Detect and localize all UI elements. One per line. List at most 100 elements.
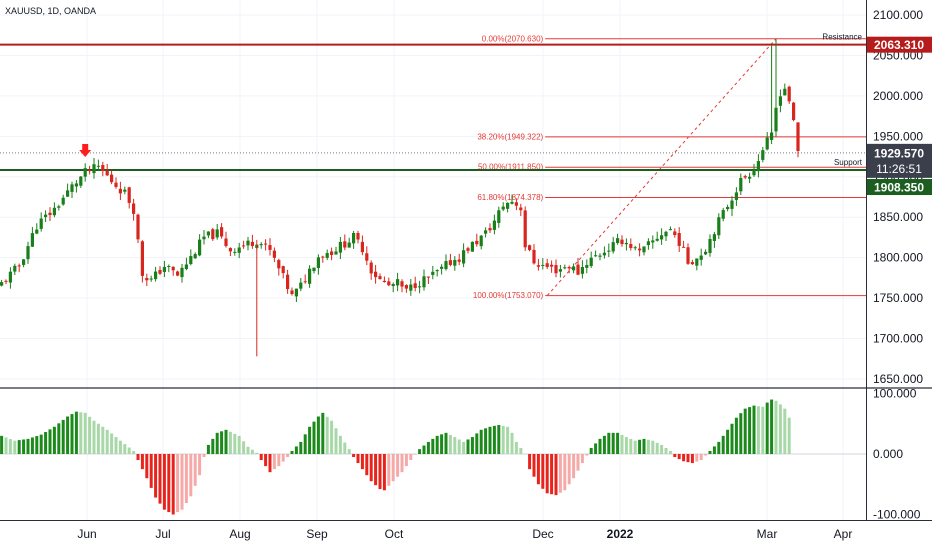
- oscillator-bar: [246, 446, 250, 454]
- candle-body: [0, 282, 4, 286]
- candle-body: [39, 218, 43, 229]
- candle-body: [646, 241, 650, 246]
- candle-body: [57, 206, 61, 208]
- oscillator-bar: [453, 437, 457, 454]
- candle-body: [48, 212, 52, 216]
- candle-body: [712, 234, 716, 241]
- candle-body: [268, 245, 272, 250]
- oscillator-bar: [202, 454, 206, 458]
- oscillator-bar: [123, 444, 127, 454]
- oscillator-bar: [602, 435, 606, 454]
- time-tick-label: Jul: [155, 527, 170, 541]
- oscillator-bar: [382, 454, 386, 491]
- candle-body: [228, 248, 232, 252]
- oscillator-bar: [277, 454, 281, 467]
- oscillator-bar: [743, 408, 747, 454]
- candle-body: [347, 242, 351, 248]
- oscillator-bar: [206, 444, 210, 454]
- oscillator-bar: [338, 435, 342, 454]
- oscillator-bar: [545, 454, 549, 494]
- candle-body: [224, 238, 228, 246]
- candle-body: [198, 239, 202, 256]
- resistance-price-badge: 2063.310: [867, 36, 932, 53]
- oscillator-bar: [704, 454, 708, 456]
- oscillator-bar: [488, 426, 492, 454]
- candle-body: [233, 251, 237, 253]
- oscillator-bar: [563, 454, 567, 491]
- oscillator-bar: [35, 436, 39, 454]
- candle-body: [308, 268, 312, 284]
- fib-level-label: 0.00%(2070.630): [482, 34, 544, 43]
- oscillator-bar: [492, 425, 496, 454]
- candle-body: [303, 281, 307, 283]
- candle-body: [167, 266, 171, 268]
- candle-body: [448, 260, 452, 265]
- oscillator-bar: [519, 447, 523, 454]
- oscillator-bar: [184, 454, 188, 504]
- oscillator-bar: [633, 440, 637, 454]
- oscillator-bar: [255, 452, 259, 454]
- oscillator-bar: [462, 441, 466, 454]
- oscillator-bar: [479, 429, 483, 454]
- oscillator-bar: [79, 412, 83, 454]
- candle-body: [699, 255, 703, 260]
- candle-body: [523, 210, 527, 248]
- oscillator-bar: [422, 445, 426, 454]
- candle-body: [519, 207, 523, 211]
- price-tick-label: 2100.000: [873, 8, 923, 22]
- candle-body: [611, 242, 615, 252]
- oscillator-bar: [712, 446, 716, 454]
- candle-body: [140, 241, 144, 276]
- candle-body: [409, 284, 413, 291]
- oscillator-bar: [250, 449, 254, 454]
- oscillator-bar: [444, 432, 448, 454]
- price-tick-label: 1700.000: [873, 332, 923, 346]
- oscillator-bar: [88, 416, 92, 454]
- candle-body: [321, 256, 325, 258]
- oscillator-bar: [426, 441, 430, 454]
- oscillator-bar: [8, 439, 12, 454]
- oscillator-bar: [39, 434, 43, 454]
- candle-body: [690, 262, 694, 265]
- price-tick-label: 1750.000: [873, 291, 923, 305]
- candle-body: [545, 263, 549, 268]
- candle-body: [572, 266, 576, 271]
- candle-body: [682, 246, 686, 248]
- oscillator-bar: [237, 435, 241, 454]
- oscillator-bar: [413, 454, 417, 455]
- candle-body: [114, 182, 118, 187]
- candle-body: [277, 260, 281, 269]
- oscillator-bar: [233, 433, 237, 454]
- oscillator-bar: [431, 438, 435, 454]
- oscillator-bar: [259, 454, 263, 461]
- oscillator-bar: [418, 449, 422, 454]
- oscillator-bar: [400, 454, 404, 473]
- candle-body: [158, 269, 162, 274]
- candle-body: [162, 266, 166, 272]
- candle-body: [756, 161, 760, 172]
- candle-body: [466, 248, 470, 251]
- candle-body: [184, 264, 188, 270]
- candle-body: [264, 243, 268, 245]
- candle-body: [272, 250, 276, 258]
- oscillator-bar: [730, 423, 734, 454]
- oscillator-bar: [70, 414, 74, 454]
- candle-body: [374, 271, 378, 278]
- oscillator-bar: [686, 454, 690, 463]
- candle-body: [704, 251, 708, 255]
- oscillator-bar: [4, 437, 8, 454]
- fib-level-label: 100.00%(1753.070): [473, 291, 544, 300]
- candle-body: [580, 267, 584, 274]
- oscillator-bar: [360, 454, 364, 470]
- candle-body: [664, 231, 668, 237]
- candle-body: [514, 202, 518, 206]
- arrow-down-icon: [79, 144, 92, 157]
- oscillator-bar: [281, 454, 285, 462]
- candle-body: [237, 247, 241, 253]
- candle-body: [127, 187, 131, 203]
- oscillator-bar: [57, 423, 61, 454]
- candle-body: [396, 279, 400, 286]
- oscillator-bar: [114, 437, 118, 454]
- candle-body: [294, 288, 298, 297]
- candle-body: [281, 266, 285, 274]
